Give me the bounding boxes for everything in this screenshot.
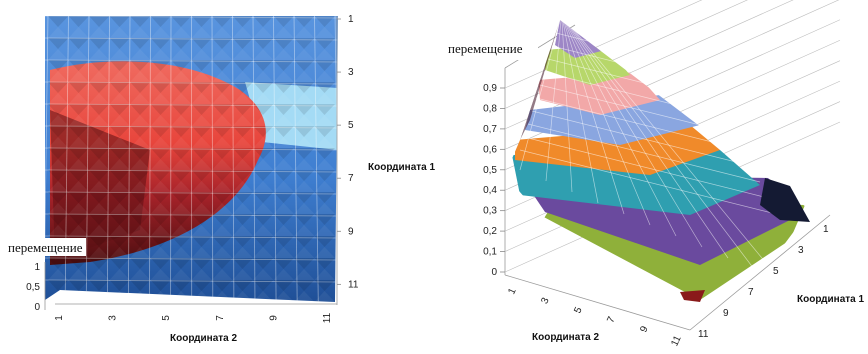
x-tick-1: 1 <box>506 286 519 296</box>
x-tick-1: 1 <box>54 315 65 321</box>
mesh-facets <box>48 16 335 302</box>
dark-corner-region <box>50 110 150 260</box>
z-tick-0,5: 0,5 <box>26 282 40 293</box>
z-tick-0: 0 <box>491 267 497 278</box>
z-tick-0,9: 0,9 <box>483 83 497 94</box>
x-tick-9: 9 <box>268 315 279 321</box>
x-axis-title: Координата 2 <box>532 332 600 343</box>
z-tick-0,3: 0,3 <box>483 206 497 217</box>
surface-bands <box>512 20 805 300</box>
y-tick-3: 3 <box>798 245 804 256</box>
z-caption-background <box>446 38 538 60</box>
z-tick-0,5: 0,5 <box>483 165 497 176</box>
x-tick-11: 11 <box>669 334 684 348</box>
y-tick-labels: 1 3 5 7 9 11 <box>698 224 829 340</box>
y-tick-3: 3 <box>348 67 354 78</box>
z-caption-background <box>6 238 86 256</box>
z-axis-caption: перемещение <box>448 41 523 56</box>
surface-band <box>515 125 720 175</box>
right-dark-flank <box>760 178 810 222</box>
x-tick-11: 11 <box>322 312 333 323</box>
surface-mesh <box>519 20 801 281</box>
y-tick-11: 11 <box>348 279 359 290</box>
x-tick-labels: 1 3 5 7 9 11 <box>54 312 333 323</box>
z-tick-0,7: 0,7 <box>483 124 497 135</box>
z-tick-0,1: 0,1 <box>483 247 497 258</box>
y-axis-title: Координата 1 <box>797 294 865 305</box>
y-tick-5: 5 <box>773 266 779 277</box>
y-axis-title: Координата 1 <box>368 162 436 173</box>
y-tick-1: 1 <box>823 224 829 235</box>
x-tick-9: 9 <box>638 324 651 334</box>
y-tick-1: 1 <box>348 14 354 25</box>
x-axis-title: Координата 2 <box>170 333 238 344</box>
x-tick-labels: 1 3 5 7 9 11 <box>506 286 684 348</box>
mesh-grid <box>45 16 338 302</box>
z-tick-0: 0 <box>34 302 40 313</box>
z-tick-labels: 0 0,1 0,2 0,3 0,4 0,5 0,6 0,7 0,8 0,9 <box>483 83 505 278</box>
y-tick-7: 7 <box>748 287 754 298</box>
z-tick-0,2: 0,2 <box>483 226 497 237</box>
front-tip <box>680 290 705 302</box>
z-tick-0,6: 0,6 <box>483 144 497 155</box>
y-tick-7: 7 <box>348 173 354 184</box>
x-tick-5: 5 <box>161 315 172 321</box>
y-tick-labels: 1 3 5 7 9 11 <box>337 14 359 290</box>
y-tick-5: 5 <box>348 120 354 131</box>
y-tick-11: 11 <box>698 329 709 340</box>
x-tick-7: 7 <box>605 315 618 325</box>
light-ridge-region <box>245 82 338 150</box>
z-axis-caption: перемещение <box>8 240 83 255</box>
z-tick-labels: 10,50 <box>26 262 40 313</box>
z-tick-0,8: 0,8 <box>483 103 497 114</box>
z-tick-1: 1 <box>34 262 40 273</box>
y-tick-9: 9 <box>723 308 729 319</box>
x-tick-7: 7 <box>215 315 226 321</box>
z-tick-0,4: 0,4 <box>483 185 497 196</box>
x-tick-5: 5 <box>572 305 585 315</box>
y-tick-9: 9 <box>348 226 354 237</box>
x-tick-3: 3 <box>108 315 119 321</box>
x-tick-3: 3 <box>539 296 552 306</box>
